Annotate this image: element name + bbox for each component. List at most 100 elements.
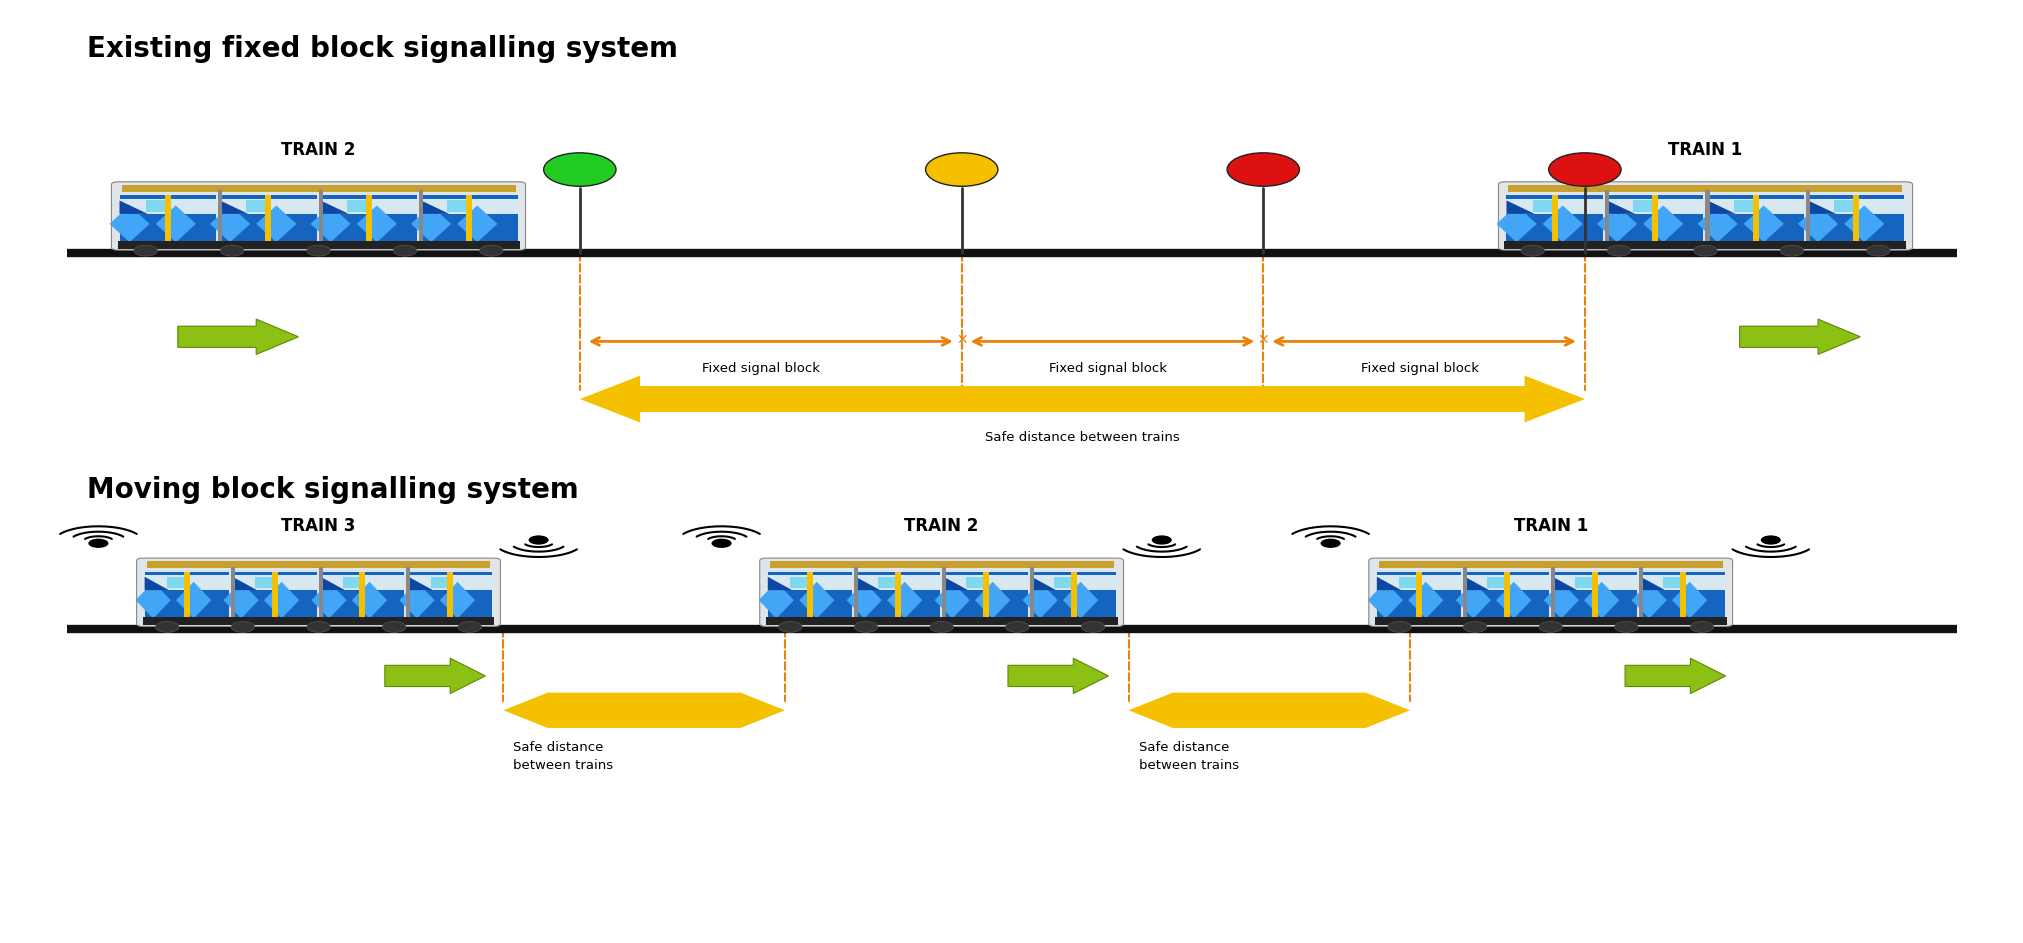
Bar <box>854 567 858 617</box>
Bar <box>1707 195 1802 242</box>
Bar <box>894 571 900 617</box>
Polygon shape <box>1744 206 1782 242</box>
Circle shape <box>1689 621 1713 633</box>
Bar <box>1590 571 1596 617</box>
Text: Moving block signalling system: Moving block signalling system <box>87 476 579 505</box>
Polygon shape <box>767 577 791 590</box>
Bar <box>856 575 939 590</box>
Bar <box>1376 571 1461 619</box>
Circle shape <box>1865 245 1889 256</box>
Circle shape <box>1693 245 1716 256</box>
Polygon shape <box>1552 577 1576 590</box>
Polygon shape <box>943 577 967 590</box>
Bar <box>360 571 366 617</box>
Polygon shape <box>1643 206 1683 242</box>
Bar <box>320 571 405 619</box>
Polygon shape <box>257 206 295 242</box>
Polygon shape <box>1624 658 1726 693</box>
FancyBboxPatch shape <box>136 558 500 626</box>
Bar <box>168 577 186 588</box>
Polygon shape <box>1505 201 1533 214</box>
Polygon shape <box>1495 582 1531 619</box>
Bar <box>431 577 451 588</box>
Polygon shape <box>1807 201 1835 214</box>
Bar <box>1574 577 1594 588</box>
Bar <box>1503 240 1906 249</box>
Bar <box>1505 195 1602 242</box>
Polygon shape <box>221 201 249 214</box>
Circle shape <box>925 153 997 187</box>
Polygon shape <box>1062 582 1098 619</box>
Bar <box>769 561 1113 569</box>
Circle shape <box>1080 621 1105 633</box>
Bar <box>144 571 229 619</box>
Polygon shape <box>1707 201 1736 214</box>
Bar <box>1606 199 1703 214</box>
Bar <box>233 571 316 619</box>
Text: Fixed signal block: Fixed signal block <box>702 362 819 375</box>
FancyBboxPatch shape <box>1368 558 1732 626</box>
Bar <box>1639 567 1643 617</box>
Bar <box>1531 201 1554 212</box>
Bar <box>320 575 405 590</box>
Polygon shape <box>1007 658 1109 693</box>
FancyBboxPatch shape <box>1497 182 1912 250</box>
Polygon shape <box>1408 582 1442 619</box>
Bar <box>767 575 852 590</box>
Bar <box>1465 575 1548 590</box>
Bar <box>941 567 945 617</box>
Circle shape <box>307 621 330 633</box>
Bar <box>981 571 987 617</box>
Bar <box>856 571 939 619</box>
Bar <box>421 199 518 214</box>
Polygon shape <box>1495 206 1535 242</box>
Bar <box>221 195 316 242</box>
Bar <box>1805 190 1809 240</box>
Bar <box>407 567 411 617</box>
Circle shape <box>1519 245 1544 256</box>
Bar <box>1705 190 1709 240</box>
Bar <box>767 571 852 619</box>
Bar <box>1376 575 1461 590</box>
Bar <box>119 199 216 214</box>
Bar <box>1752 195 1758 240</box>
Bar <box>447 571 453 617</box>
Bar <box>1487 577 1505 588</box>
Bar <box>878 577 898 588</box>
Circle shape <box>1319 538 1339 548</box>
Polygon shape <box>1032 577 1056 590</box>
Polygon shape <box>1697 206 1738 242</box>
Bar <box>1833 201 1855 212</box>
Circle shape <box>1537 621 1562 633</box>
Polygon shape <box>1022 582 1058 619</box>
Bar <box>121 185 516 192</box>
Polygon shape <box>176 582 210 619</box>
Circle shape <box>779 621 801 633</box>
Polygon shape <box>352 582 386 619</box>
Polygon shape <box>1455 582 1491 619</box>
Circle shape <box>1463 621 1487 633</box>
Circle shape <box>221 245 243 256</box>
Bar <box>1853 195 1859 240</box>
Circle shape <box>392 245 417 256</box>
Circle shape <box>712 538 730 548</box>
Polygon shape <box>439 582 475 619</box>
Circle shape <box>1151 536 1171 545</box>
Text: ✕: ✕ <box>955 333 967 347</box>
Bar <box>366 195 372 240</box>
Polygon shape <box>312 582 346 619</box>
Polygon shape <box>156 206 196 242</box>
Bar <box>318 190 322 240</box>
Circle shape <box>382 621 407 633</box>
Bar <box>164 195 170 240</box>
Polygon shape <box>1544 582 1578 619</box>
Polygon shape <box>846 582 882 619</box>
Text: TRAIN 1: TRAIN 1 <box>1667 141 1742 158</box>
Circle shape <box>1388 621 1410 633</box>
Text: Fixed signal block: Fixed signal block <box>1359 362 1479 375</box>
Polygon shape <box>136 582 170 619</box>
Polygon shape <box>1584 582 1618 619</box>
Bar <box>1552 571 1637 619</box>
Polygon shape <box>1671 582 1707 619</box>
Polygon shape <box>320 577 344 590</box>
